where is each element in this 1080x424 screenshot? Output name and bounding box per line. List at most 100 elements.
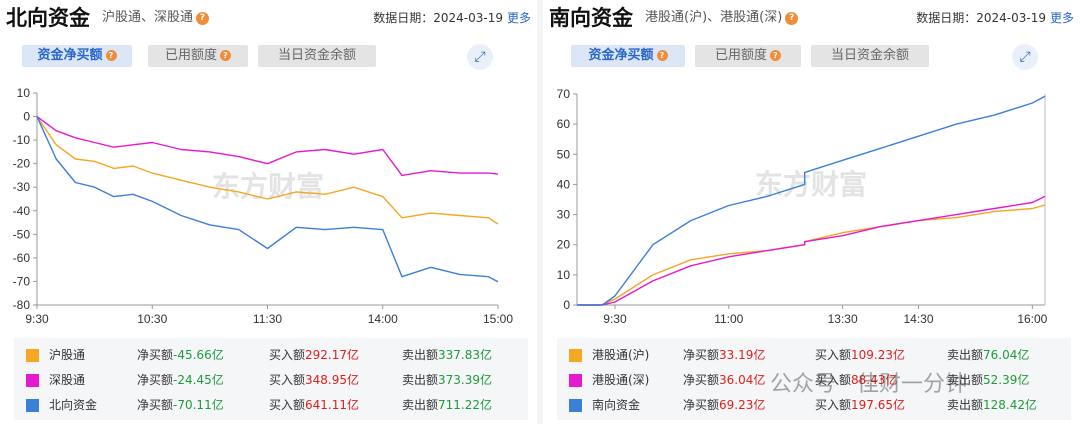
series-line-2 — [36, 116, 499, 177]
legend-row: 港股通(沪) 净买额33.19亿 买入额109.23亿 卖出额76.04亿 — [557, 342, 1071, 368]
legend-row: 北向资金 净买额-70.11亿 买入额641.11亿 卖出额711.22亿 — [14, 392, 528, 418]
y-tick-label: 10 — [557, 268, 571, 282]
legend-net: 净买额-45.66亿 — [137, 342, 224, 368]
y-tick-label: -70 — [13, 274, 31, 288]
net-value: -70.11亿 — [173, 398, 224, 412]
sell-value: 52.39亿 — [983, 373, 1030, 387]
sell-value: 373.39亿 — [438, 373, 493, 387]
north-subtitle: 沪股通、深股通? — [102, 9, 210, 27]
help-icon[interactable]: ? — [785, 12, 799, 25]
sell-label: 卖出额 — [402, 373, 439, 387]
help-icon[interactable]: ? — [220, 50, 231, 61]
legend-net: 净买额36.04亿 — [683, 367, 765, 393]
legend-net: 净买额69.23亿 — [683, 392, 765, 418]
expand-icon[interactable]: ⤢ — [1012, 44, 1038, 70]
x-tick-label: 16:00 — [1017, 312, 1047, 326]
buy-label: 买入额 — [815, 348, 852, 362]
legend-row: 港股通(深) 净买额36.04亿 买入额88.43亿 卖出额52.39亿 — [557, 367, 1071, 393]
y-tick-label: 10 — [17, 86, 31, 100]
south-header: 南向资金 港股通(沪)、港股通(深)? 数据日期：2024-03-19 更多 — [549, 4, 1074, 32]
tab-daily-balance[interactable]: 当日资金余额 — [811, 45, 929, 67]
legend-row: 深股通 净买额-24.45亿 买入额348.95亿 卖出额373.39亿 — [14, 367, 528, 393]
sell-value: 337.83亿 — [438, 348, 493, 362]
north-more-link[interactable]: 更多 — [506, 11, 531, 25]
legend-name: 港股通(沪) — [592, 348, 650, 362]
chart-watermark: 东方财富 — [212, 170, 324, 203]
legend-net: 净买额-24.45亿 — [137, 367, 224, 393]
buy-label: 买入额 — [815, 373, 852, 387]
legend-row: 沪股通 净买额-45.66亿 买入额292.17亿 卖出额337.83亿 — [14, 342, 528, 368]
south-chart: 70 60 50 40 30 20 10 0 9:30 11:00 13:30 14:30 16:00 东… — [557, 87, 1048, 326]
south-legend: 港股通(沪) 净买额33.19亿 买入额109.23亿 卖出额76.04亿 港股… — [557, 338, 1071, 420]
sell-label: 卖出额 — [402, 398, 439, 412]
chart-watermark: 东方财富 — [755, 168, 867, 201]
net-value: 69.23亿 — [719, 398, 766, 412]
series-line-1 — [36, 116, 499, 225]
y-tick-label: -50 — [13, 227, 31, 241]
series-line-3 — [577, 95, 1046, 306]
help-icon[interactable]: ? — [770, 50, 781, 61]
help-icon[interactable]: ? — [656, 50, 668, 61]
expand-icon[interactable]: ⤢ — [467, 44, 493, 70]
tab-used-quota[interactable]: 已用额度? — [148, 45, 248, 67]
tab-net-buy[interactable]: 资金净买额? — [22, 45, 132, 67]
buy-value: 641.11亿 — [305, 398, 360, 412]
y-tick-label: -80 — [13, 298, 31, 312]
net-label: 净买额 — [137, 398, 174, 412]
legend-buy: 买入额88.43亿 — [815, 367, 897, 393]
y-tick-label: 70 — [557, 87, 571, 101]
legend-buy: 买入额197.65亿 — [815, 392, 905, 418]
legend-net: 净买额33.19亿 — [683, 342, 765, 368]
net-value: -24.45亿 — [173, 373, 224, 387]
x-tick-label: 11:00 — [714, 312, 743, 326]
legend-net: 净买额-70.11亿 — [137, 392, 224, 418]
south-subtitle-text: 港股通(沪)、港股通(深) — [645, 10, 783, 25]
net-value: -45.66亿 — [173, 348, 224, 362]
net-value: 36.04亿 — [719, 373, 766, 387]
legend-sell: 卖出额711.22亿 — [402, 392, 492, 418]
x-tick-label: 14:00 — [368, 312, 398, 326]
legend-buy: 买入额641.11亿 — [269, 392, 359, 418]
legend-swatch — [569, 374, 582, 387]
net-label: 净买额 — [683, 398, 720, 412]
tab-net-buy[interactable]: 资金净买额? — [571, 45, 685, 67]
series-line-2 — [577, 195, 1046, 306]
y-tick-label: 40 — [557, 177, 571, 191]
x-tick-label: 9:30 — [25, 312, 49, 326]
help-icon[interactable]: ? — [196, 12, 210, 25]
tab-used-quota[interactable]: 已用额度? — [695, 45, 801, 67]
help-icon[interactable]: ? — [105, 50, 117, 61]
y-tick-label: 30 — [557, 208, 571, 222]
x-tick-label: 15:00 — [483, 312, 513, 326]
x-tick-label: 14:30 — [903, 312, 933, 326]
buy-label: 买入额 — [269, 398, 306, 412]
net-label: 净买额 — [137, 348, 174, 362]
north-date: 数据日期：2024-03-19 更多 — [373, 9, 531, 27]
south-subtitle: 港股通(沪)、港股通(深)? — [645, 9, 799, 27]
legend-sell: 卖出额337.83亿 — [402, 342, 492, 368]
north-header: 北向资金 沪股通、深股通? 数据日期：2024-03-19 更多 — [6, 4, 531, 32]
y-tick-label: 0 — [563, 298, 570, 312]
wechat-watermark: 公众号 · 佳财一分钟 — [770, 372, 967, 397]
net-label: 净买额 — [137, 373, 174, 387]
sell-label: 卖出额 — [947, 348, 984, 362]
tab-label: 资金净买额 — [588, 48, 654, 63]
buy-value: 292.17亿 — [305, 348, 360, 362]
sell-label: 卖出额 — [947, 373, 984, 387]
x-tick-label: 9:30 — [603, 312, 627, 326]
legend-name: 北向资金 — [49, 398, 98, 412]
legend-buy: 买入额109.23亿 — [815, 342, 905, 368]
legend-sell: 卖出额128.42亿 — [947, 392, 1037, 418]
net-value: 33.19亿 — [719, 348, 766, 362]
sell-value: 711.22亿 — [438, 398, 493, 412]
tab-label: 当日资金余额 — [830, 48, 909, 63]
tab-daily-balance[interactable]: 当日资金余额 — [258, 45, 376, 67]
legend-row: 南向资金 净买额69.23亿 买入额197.65亿 卖出额128.42亿 — [557, 392, 1071, 418]
net-label: 净买额 — [683, 373, 720, 387]
y-tick-label: -30 — [13, 180, 31, 194]
legend-name: 沪股通 — [49, 348, 86, 362]
tab-label: 已用额度 — [164, 48, 217, 63]
south-more-link[interactable]: 更多 — [1049, 11, 1074, 25]
south-date-text: 数据日期：2024-03-19 — [916, 11, 1046, 25]
sell-label: 卖出额 — [402, 348, 439, 362]
